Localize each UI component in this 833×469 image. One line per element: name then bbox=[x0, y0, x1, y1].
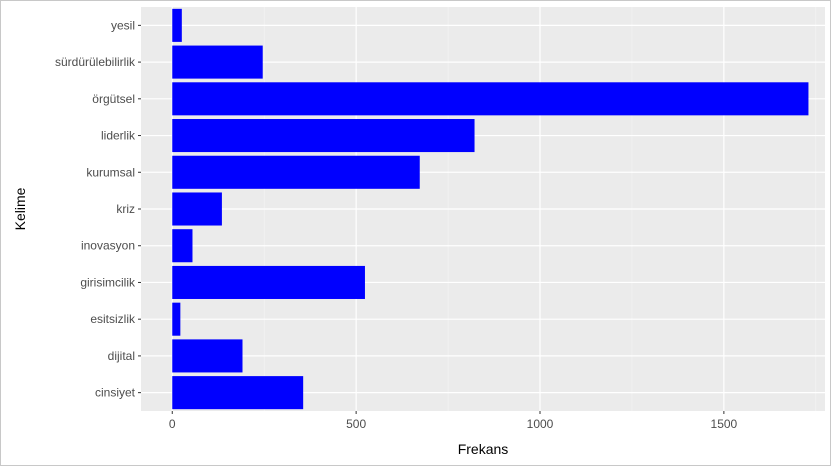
y-tick-label: inovasyon bbox=[81, 239, 135, 253]
bar-esitsizlik bbox=[172, 302, 181, 336]
y-axis: yesil sürdürülebilirlik örgütsel liderlik ku… bbox=[55, 18, 141, 400]
bar-dijital bbox=[172, 339, 243, 373]
x-axis-title: Frekans bbox=[458, 441, 509, 457]
bar-inovasyon bbox=[172, 229, 193, 263]
y-tick-label: örgütsel bbox=[92, 92, 135, 106]
bar-kriz bbox=[172, 192, 222, 226]
y-axis-title: Kelime bbox=[12, 187, 28, 230]
bar-liderlik bbox=[172, 119, 475, 153]
bars bbox=[172, 8, 809, 410]
y-tick-label: cinsiyet bbox=[95, 386, 136, 400]
bar-girisimcilik bbox=[172, 265, 365, 299]
bar-sürdürülebilirlik bbox=[172, 45, 263, 79]
x-axis: 0 500 1000 1500 bbox=[169, 411, 738, 431]
y-tick-label: dijital bbox=[108, 349, 135, 363]
bar-yesil bbox=[172, 8, 182, 42]
bar-cinsiyet bbox=[172, 376, 304, 410]
x-tick-label: 1500 bbox=[711, 417, 738, 431]
bar-kurumsal bbox=[172, 155, 420, 189]
y-tick-label: esitsizlik bbox=[90, 312, 136, 326]
y-tick-label: girisimcilik bbox=[80, 275, 136, 289]
bar-örgütsel bbox=[172, 82, 809, 116]
x-tick-label: 1000 bbox=[527, 417, 554, 431]
x-tick-label: 500 bbox=[346, 417, 366, 431]
y-tick-label: sürdürülebilirlik bbox=[55, 55, 136, 69]
y-tick-label: yesil bbox=[111, 18, 135, 32]
y-tick-label: kurumsal bbox=[86, 165, 135, 179]
x-tick-label: 0 bbox=[169, 417, 176, 431]
y-tick-label: kriz bbox=[116, 202, 135, 216]
y-tick-label: liderlik bbox=[101, 129, 136, 143]
